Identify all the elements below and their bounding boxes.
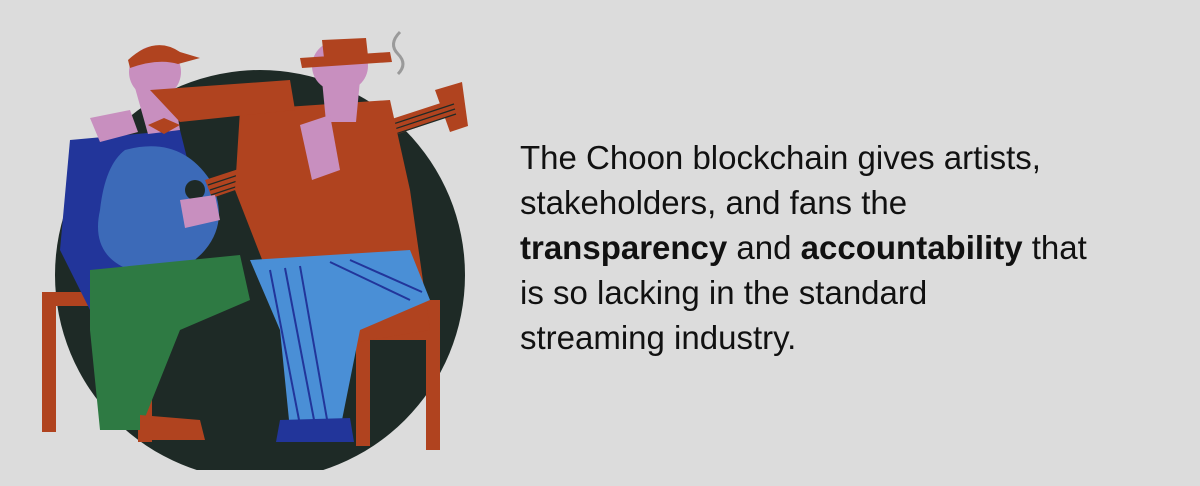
right-hand-fretting bbox=[300, 115, 340, 180]
right-man-shoe bbox=[276, 418, 354, 442]
caption-line-1: The Choon blockchain gives artists, bbox=[520, 139, 1041, 176]
right-man-hat bbox=[300, 38, 392, 68]
left-man-cap bbox=[128, 45, 200, 68]
caption-bold-transparency: transparency bbox=[520, 229, 728, 266]
musicians-illustration bbox=[42, 30, 468, 470]
guitar-headstock bbox=[435, 82, 468, 132]
cigar-smoke bbox=[392, 30, 405, 76]
left-man-trousers bbox=[90, 255, 250, 430]
caption-line-3: transparency and accountability that bbox=[520, 225, 1160, 270]
guitar-soundhole bbox=[185, 180, 205, 200]
caption-bold-accountability: accountability bbox=[800, 229, 1023, 266]
right-man-trousers bbox=[250, 250, 430, 430]
left-hand-on-shoulder bbox=[90, 110, 138, 142]
chair-right bbox=[330, 300, 440, 450]
caption-line-3-end: that bbox=[1022, 229, 1087, 266]
caption-line-2: stakeholders, and fans the bbox=[520, 184, 908, 221]
caption-text: The Choon blockchain gives artists, stak… bbox=[520, 135, 1160, 360]
caption-line-4: is so lacking in the standard bbox=[520, 274, 928, 311]
left-man-shoe bbox=[140, 415, 205, 440]
right-man-neck bbox=[322, 80, 360, 122]
trouser-stripes bbox=[269, 259, 423, 426]
guitar-body bbox=[98, 146, 219, 273]
caption-line-5: streaming industry. bbox=[520, 319, 797, 356]
bow-tie bbox=[148, 118, 180, 134]
left-hand-strumming bbox=[180, 195, 220, 228]
caption-line-3-mid: and bbox=[727, 229, 801, 266]
right-man-arm bbox=[150, 80, 295, 122]
